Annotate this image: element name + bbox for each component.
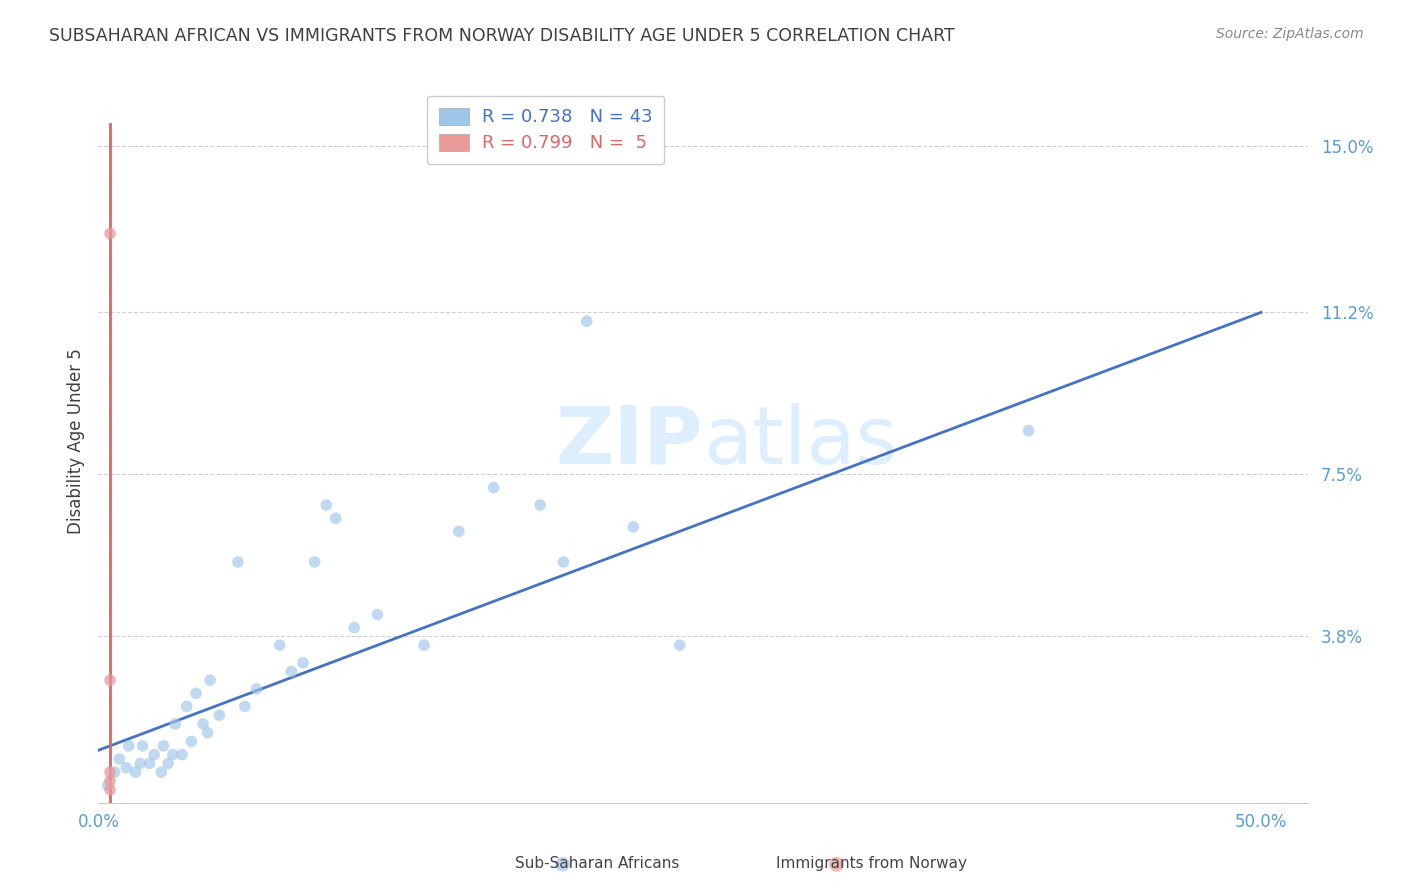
Point <box>115 761 138 775</box>
Point <box>98 782 121 797</box>
Point <box>208 708 231 723</box>
Point <box>124 765 146 780</box>
Point <box>269 638 291 652</box>
Text: ●: ● <box>554 854 571 873</box>
Point <box>482 481 505 495</box>
Point <box>98 773 121 788</box>
Point <box>553 555 575 569</box>
Point <box>325 511 347 525</box>
Point <box>98 765 121 780</box>
Point <box>184 686 207 700</box>
Point <box>143 747 166 762</box>
Point <box>108 752 131 766</box>
Legend: R = 0.738   N = 43, R = 0.799   N =  5: R = 0.738 N = 43, R = 0.799 N = 5 <box>427 95 665 164</box>
Point <box>138 756 160 771</box>
Point <box>98 227 121 241</box>
Point <box>575 314 598 328</box>
Text: Immigrants from Norway: Immigrants from Norway <box>776 856 967 871</box>
Point <box>157 756 180 771</box>
Point <box>304 555 326 569</box>
Text: Sub-Saharan Africans: Sub-Saharan Africans <box>516 856 679 871</box>
Point <box>1018 424 1040 438</box>
Point <box>413 638 436 652</box>
Point <box>343 621 366 635</box>
Text: ●: ● <box>828 854 845 873</box>
Point <box>129 756 152 771</box>
Point <box>621 520 644 534</box>
Point <box>150 765 173 780</box>
Point <box>180 734 202 748</box>
Point <box>104 765 127 780</box>
Point <box>315 498 337 512</box>
Point <box>131 739 153 753</box>
Point <box>233 699 256 714</box>
Text: Source: ZipAtlas.com: Source: ZipAtlas.com <box>1216 27 1364 41</box>
Point <box>152 739 174 753</box>
Point <box>118 739 141 753</box>
Text: ZIP: ZIP <box>555 402 703 481</box>
Point <box>226 555 249 569</box>
Point <box>280 665 302 679</box>
Text: atlas: atlas <box>703 402 897 481</box>
Point <box>162 747 184 762</box>
Point <box>245 681 267 696</box>
Point <box>366 607 388 622</box>
Point <box>668 638 690 652</box>
Text: SUBSAHARAN AFRICAN VS IMMIGRANTS FROM NORWAY DISABILITY AGE UNDER 5 CORRELATION : SUBSAHARAN AFRICAN VS IMMIGRANTS FROM NO… <box>49 27 955 45</box>
Point <box>176 699 198 714</box>
Point <box>172 747 194 762</box>
Point <box>97 778 120 792</box>
Point <box>198 673 221 688</box>
Y-axis label: Disability Age Under 5: Disability Age Under 5 <box>66 349 84 534</box>
Point <box>98 673 121 688</box>
Point <box>191 717 214 731</box>
Point <box>197 725 219 739</box>
Point <box>447 524 470 539</box>
Point <box>292 656 315 670</box>
Point <box>529 498 551 512</box>
Point <box>165 717 187 731</box>
